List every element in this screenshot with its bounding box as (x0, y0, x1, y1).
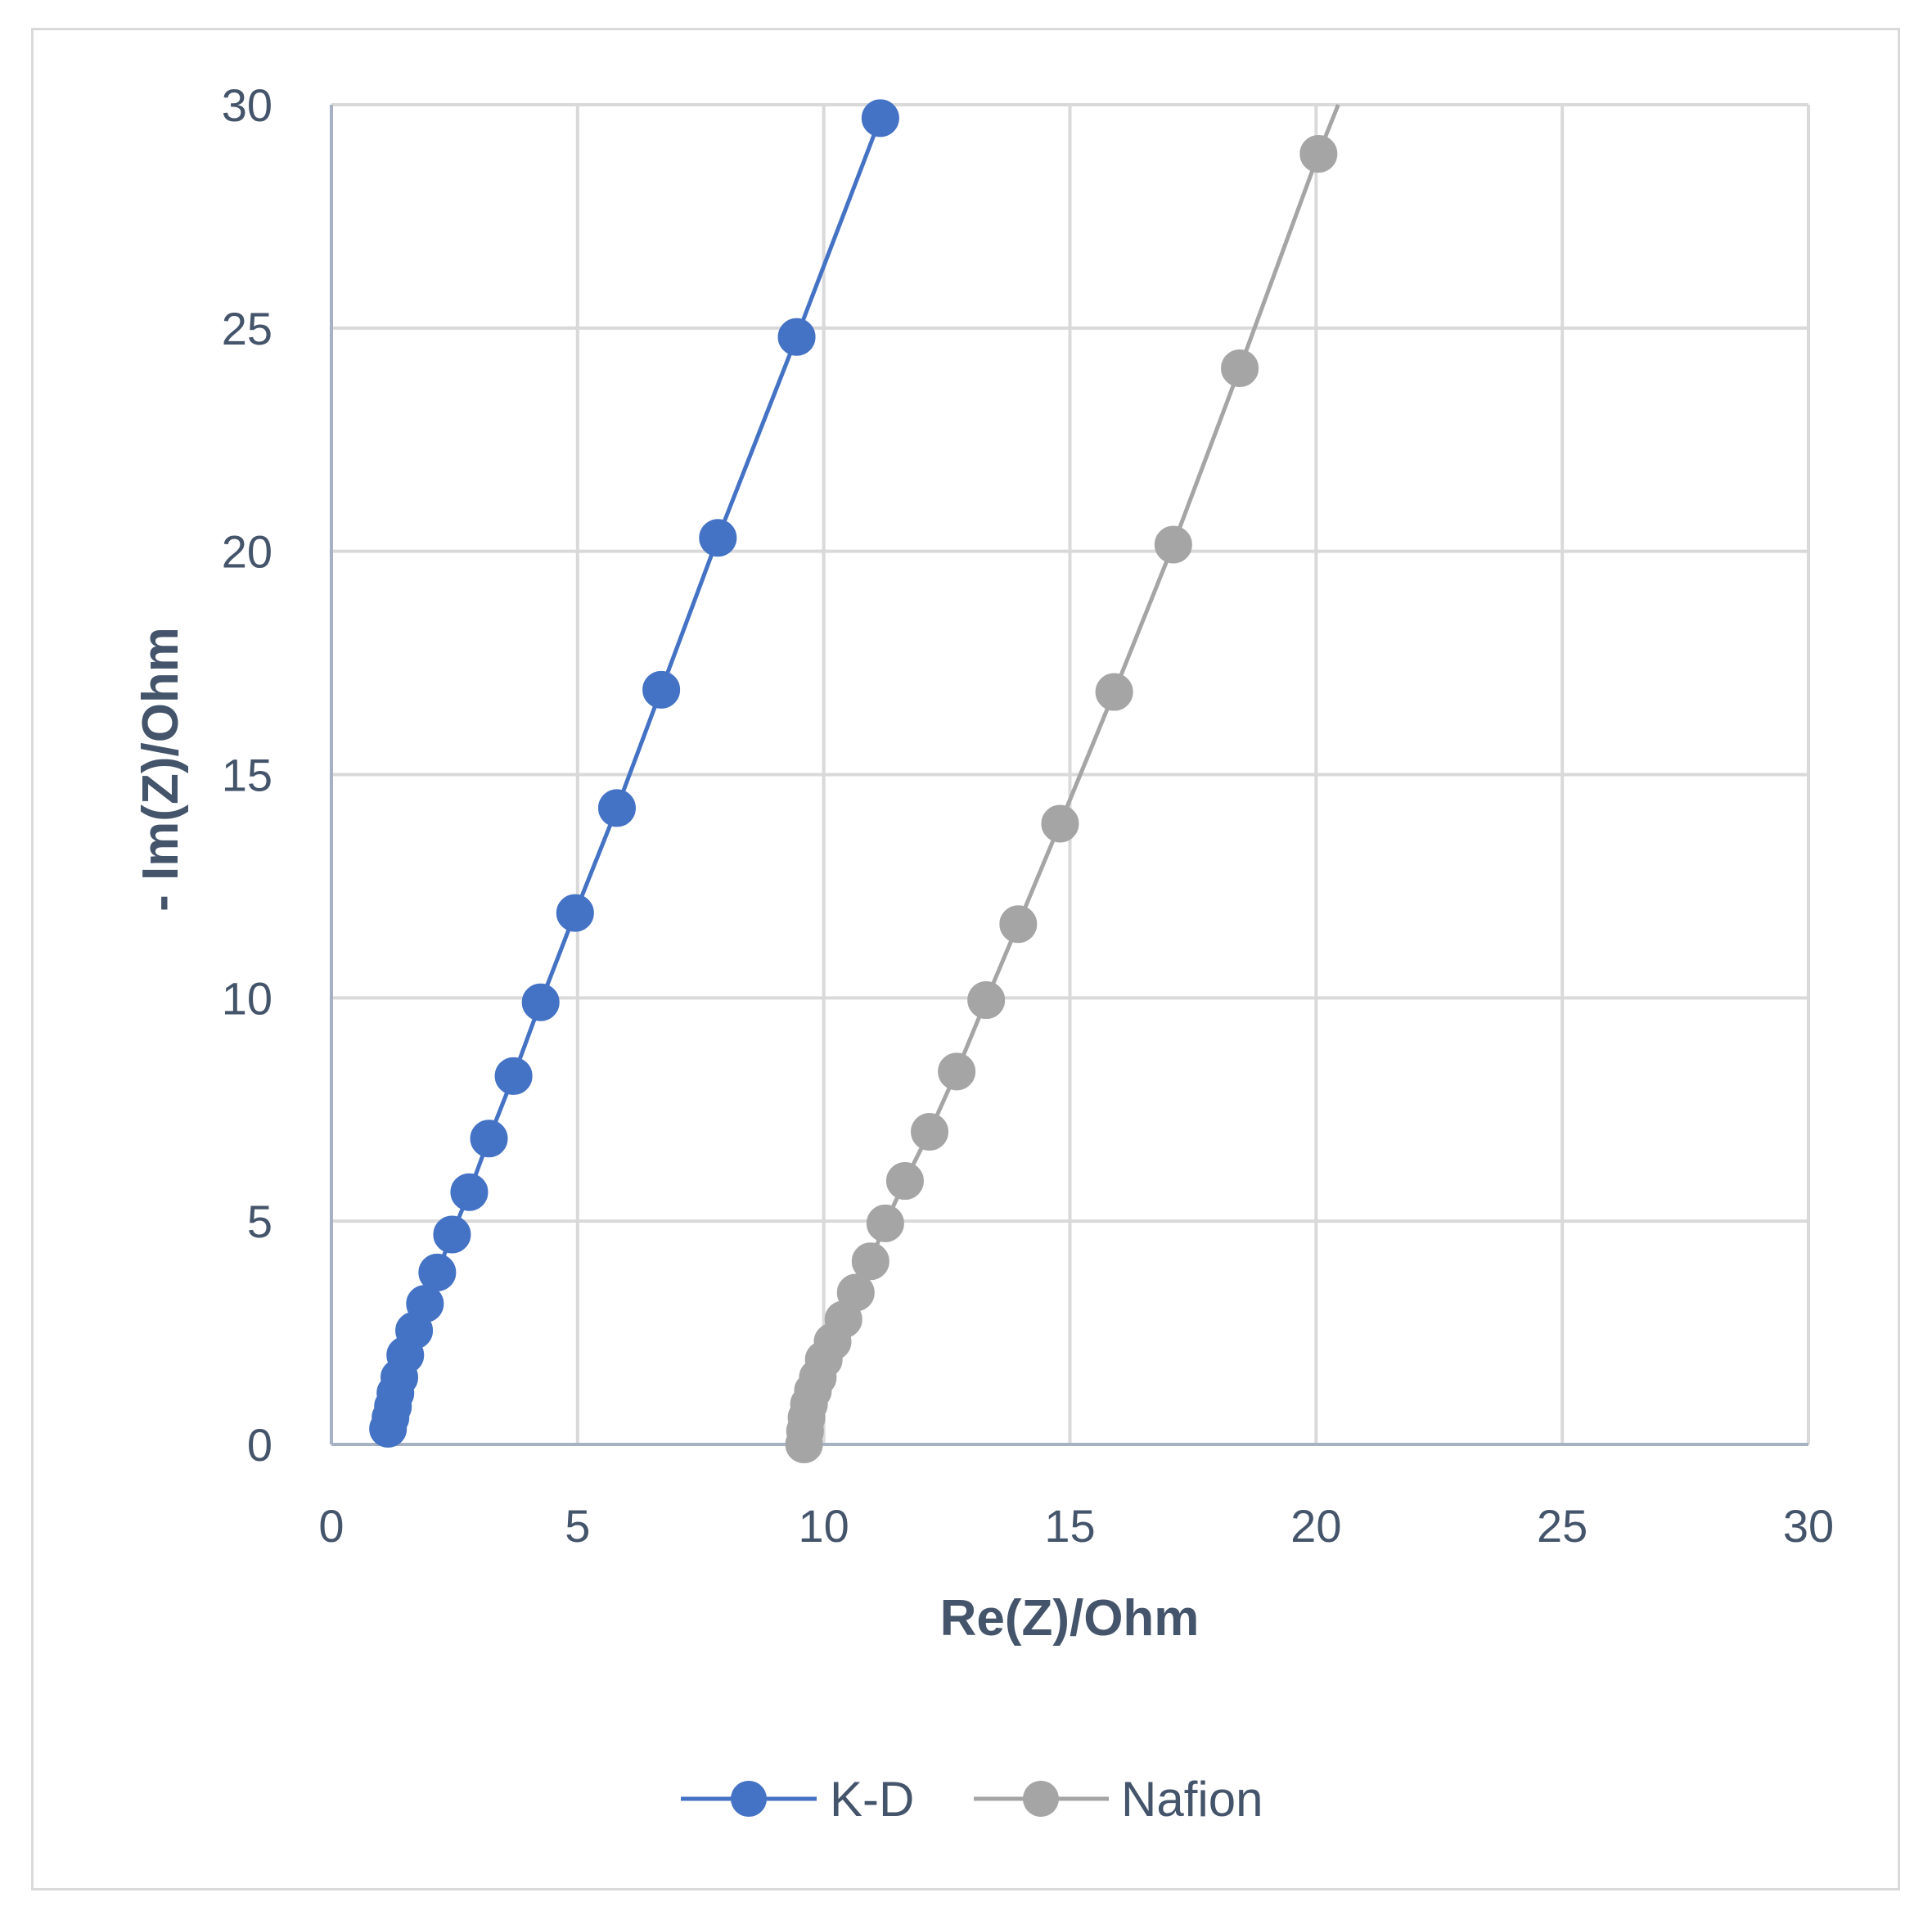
data-point-k-d (521, 983, 560, 1021)
legend-label: Nafion (1121, 1772, 1263, 1827)
x-tick-label: 20 (1290, 1500, 1341, 1552)
x-tick-label: 25 (1537, 1500, 1587, 1552)
y-tick-label: 20 (222, 526, 272, 578)
data-point-nafion (911, 1113, 949, 1151)
data-point-k-d (494, 1057, 533, 1095)
x-tick-label: 5 (565, 1500, 590, 1552)
data-point-k-d (418, 1253, 457, 1291)
data-point-k-d (470, 1120, 508, 1158)
legend-item-nafion: Nafion (974, 1772, 1263, 1827)
data-point-nafion (1041, 804, 1079, 843)
legend-item-k-d: K-D (681, 1772, 914, 1827)
data-point-nafion (851, 1242, 889, 1281)
y-tick-label: 5 (247, 1196, 272, 1247)
data-point-k-d (433, 1215, 471, 1254)
data-point-k-d (699, 519, 737, 557)
legend-swatch-marker (731, 1781, 767, 1817)
data-point-k-d (861, 99, 899, 137)
tick-layer: 0 5 10 15 20 25 30 0 5 10 15 20 25 30 (222, 79, 1834, 1552)
legend: K-D Nafion (681, 1772, 1263, 1827)
series-nafion (785, 104, 1340, 1463)
data-point-nafion (1154, 525, 1192, 564)
x-tick-label: 15 (1044, 1500, 1095, 1552)
legend-label: K-D (830, 1772, 914, 1827)
data-point-nafion (967, 981, 1006, 1020)
series-k-d (369, 99, 899, 1448)
data-point-nafion (938, 1052, 976, 1091)
y-tick-label: 10 (222, 972, 272, 1024)
y-tick-label: 25 (222, 303, 272, 354)
x-axis-title: Re(Z)/Ohm (940, 1590, 1200, 1647)
grid-layer (330, 103, 1810, 1446)
x-tick-label: 10 (799, 1500, 849, 1552)
series-layer (369, 99, 1340, 1463)
y-tick-label: 0 (247, 1419, 272, 1471)
data-point-nafion (1095, 673, 1133, 711)
x-tick-label: 0 (318, 1500, 344, 1552)
y-tick-label: 30 (222, 79, 272, 131)
data-point-nafion (885, 1162, 924, 1201)
data-point-nafion (836, 1273, 875, 1312)
axis-layer (330, 105, 1808, 1446)
x-tick-label: 30 (1783, 1500, 1834, 1552)
y-axis-title: - Im(Z)/Ohm (133, 627, 189, 912)
legend-swatch-marker (1023, 1781, 1059, 1817)
chart-frame (31, 28, 1900, 1890)
data-point-k-d (450, 1173, 489, 1211)
y-tick-label: 15 (222, 750, 272, 801)
data-point-k-d (642, 670, 681, 709)
data-point-nafion (866, 1204, 904, 1242)
data-point-k-d (556, 894, 594, 932)
data-point-k-d (597, 789, 636, 827)
data-point-k-d (777, 318, 816, 356)
data-point-nafion (999, 905, 1038, 944)
data-point-nafion (1221, 349, 1259, 387)
data-point-nafion (1299, 135, 1338, 173)
